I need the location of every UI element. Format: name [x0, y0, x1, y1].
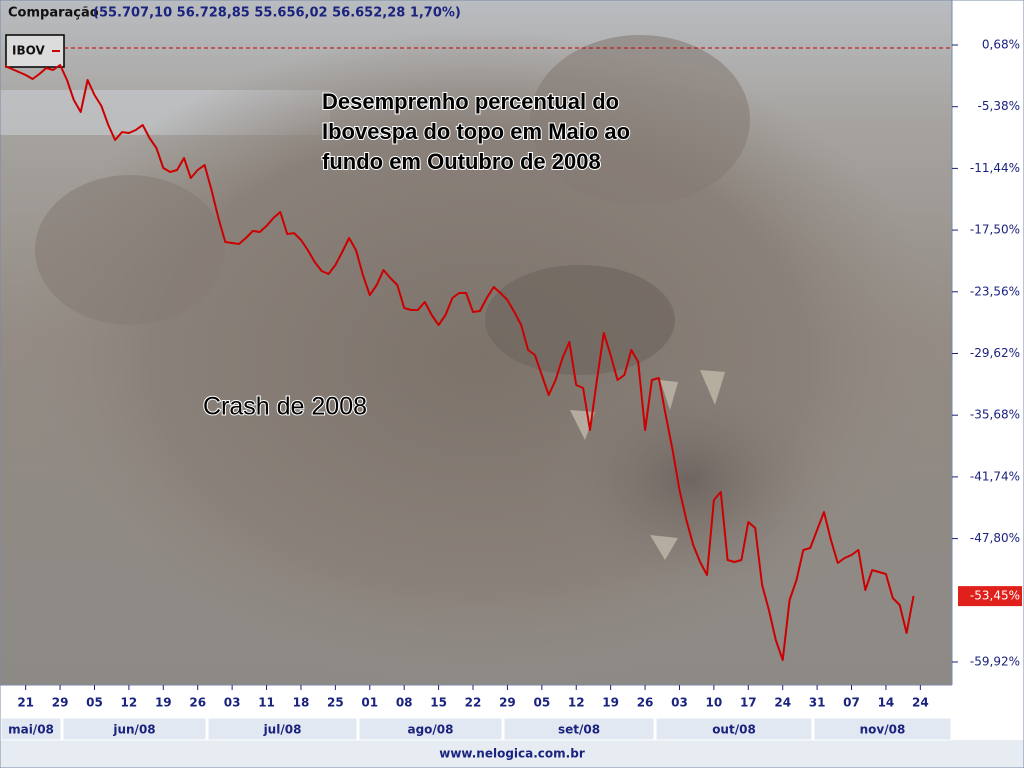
last-value-label: -53,45%: [970, 589, 1020, 603]
y-tick-label: -47,80%: [970, 531, 1020, 545]
month-cell: [0, 717, 62, 741]
month-label: out/08: [712, 723, 756, 737]
x-tick-label: 24: [774, 696, 791, 710]
x-tick-label: 24: [912, 696, 929, 710]
y-tick-label: -59,92%: [970, 654, 1020, 668]
y-tick-label: -29,62%: [970, 346, 1020, 360]
month-cell: [358, 717, 503, 741]
x-tick-label: 29: [499, 696, 516, 710]
x-tick-label: 29: [52, 696, 69, 710]
x-tick-label: 15: [430, 696, 447, 710]
chart-subtitle: (55.707,10 56.728,85 55.656,02 56.652,28…: [93, 6, 461, 21]
annotation: Desemprenho percentual do: [322, 89, 619, 114]
x-tick-label: 10: [706, 696, 723, 710]
x-tick-label: 11: [258, 696, 275, 710]
month-label: jun/08: [112, 723, 155, 737]
month-cell: [503, 717, 655, 741]
month-cell: [62, 717, 207, 741]
x-tick-label: 17: [740, 696, 757, 710]
y-tick-label: -17,50%: [970, 223, 1020, 237]
month-label: nov/08: [860, 723, 906, 737]
month-cell: [813, 717, 952, 741]
month-label: set/08: [558, 723, 600, 737]
x-tick-label: 01: [361, 696, 378, 710]
y-tick-label: -5,38%: [978, 99, 1020, 113]
x-tick-label: 08: [396, 696, 413, 710]
x-tick-label: 22: [465, 696, 482, 710]
x-tick-label: 12: [568, 696, 585, 710]
month-label: ago/08: [407, 723, 453, 737]
y-tick-label: 0,68%: [982, 38, 1020, 52]
x-tick-label: 05: [86, 696, 103, 710]
annotation: fundo em Outubro de 2008: [322, 149, 601, 174]
x-tick-label: 19: [155, 696, 172, 710]
x-tick-label: 21: [17, 696, 34, 710]
source: www.nelogica.com.br: [439, 747, 585, 761]
x-tick-label: 03: [671, 696, 688, 710]
bear-ear: [35, 175, 225, 325]
month-cell: [655, 717, 813, 741]
x-tick-label: 12: [121, 696, 138, 710]
annotation: Crash de 2008: [203, 393, 367, 421]
y-tick-label: -11,44%: [970, 161, 1020, 175]
x-tick-label: 18: [293, 696, 310, 710]
footer: [0, 740, 1024, 768]
x-tick-label: 31: [809, 696, 826, 710]
bear-mouth: [540, 360, 840, 600]
x-tick-label: 19: [602, 696, 619, 710]
x-tick-label: 05: [533, 696, 550, 710]
y-tick-label: -41,74%: [970, 469, 1020, 483]
x-tick-label: 07: [843, 696, 860, 710]
chart-title: Comparação: [8, 6, 99, 21]
y-axis-panel: [952, 0, 1024, 685]
x-tick-label: 26: [637, 696, 654, 710]
x-tick-label: 03: [224, 696, 241, 710]
legend-label: IBOV: [12, 44, 45, 58]
x-tick-label: 26: [189, 696, 206, 710]
month-label: jul/08: [263, 723, 302, 737]
x-tick-label: 25: [327, 696, 344, 710]
annotation: Ibovespa do topo em Maio ao: [322, 119, 630, 144]
month-label: mai/08: [8, 723, 54, 737]
y-tick-label: -35,68%: [970, 408, 1020, 422]
series-line: [4, 64, 915, 662]
month-cell: [207, 717, 358, 741]
y-tick-label: -23,56%: [970, 284, 1020, 298]
x-tick-label: 14: [878, 696, 895, 710]
bear-nose: [485, 265, 675, 375]
last-value-box: [958, 586, 1022, 607]
bear-ear: [530, 35, 750, 205]
